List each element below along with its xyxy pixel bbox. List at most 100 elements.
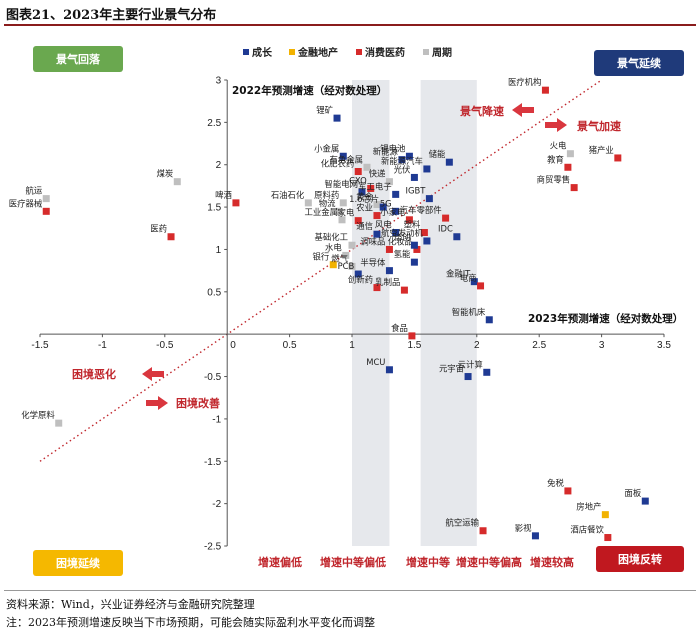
quadrant-box-top_right: [594, 50, 684, 76]
annotation-arrow: [142, 367, 164, 381]
point-marker: [423, 165, 431, 173]
point-label: MCU: [366, 357, 385, 367]
point-marker: [55, 419, 63, 427]
point-marker: [614, 154, 622, 162]
annotation-arrow: [545, 118, 567, 132]
point-label: 燃气: [331, 253, 348, 263]
point-marker: [373, 212, 381, 220]
point-label: 家电: [337, 208, 354, 218]
point-label: 智能电网: [324, 179, 358, 189]
quadrant-label: 困境反转: [618, 552, 662, 566]
legend-swatch: [289, 49, 295, 55]
quadrant-label: 景气延续: [616, 56, 661, 70]
x-tick-label: 1.5: [407, 340, 421, 351]
point-marker: [392, 190, 400, 198]
x-tick-label: 3.5: [657, 340, 671, 351]
x-tick-label: 0: [230, 340, 236, 351]
point-label: 金融IT: [446, 269, 471, 279]
x-tick-label: 2: [474, 340, 480, 351]
x-tick-label: 0.5: [283, 340, 297, 351]
y-tick-label: 0.5: [207, 287, 221, 298]
point-label: 农业: [356, 203, 373, 213]
point-marker: [425, 195, 433, 203]
y-tick-label: 1: [216, 245, 222, 256]
footnote: 注：2023年预测增速反映当下市场预期，可能会随实际盈利水平变化而调整: [6, 616, 375, 629]
point-marker: [564, 487, 572, 495]
point-marker: [398, 156, 406, 164]
point-marker: [42, 207, 50, 215]
point-label: 风电: [375, 220, 392, 230]
point-label: 新能源汽车: [381, 156, 423, 166]
legend-label: 金融地产: [297, 46, 338, 59]
point-label: 免税: [547, 478, 564, 488]
x-tick-label: -1: [98, 340, 107, 351]
x-tick-label: 3: [599, 340, 605, 351]
quadrant-label: 困境延续: [56, 556, 100, 570]
point-marker: [410, 173, 418, 181]
point-label: 氢能: [394, 249, 411, 259]
point-marker: [339, 152, 347, 160]
quadrant-box-top_left: [33, 46, 123, 72]
point-marker: [531, 532, 539, 540]
x-tick-label: -1.5: [31, 340, 49, 351]
point-marker: [385, 267, 393, 275]
shaded-band-0: [352, 80, 390, 546]
point-label: 1.6芯片: [349, 194, 379, 204]
point-label: 信创: [394, 232, 411, 242]
point-label: 火电: [550, 141, 567, 151]
x-axis-note: 2023年预测增速（经对数处理）: [528, 312, 683, 325]
point-label: 元宇宙: [439, 364, 464, 374]
annotation-label: 困境改善: [176, 396, 220, 410]
point-label: 小金属: [314, 143, 339, 153]
figure-title: 图表21、2023年主要行业景气分布: [6, 8, 217, 23]
x-tick-label: -0.5: [156, 340, 174, 351]
point-marker: [641, 497, 649, 505]
point-marker: [348, 241, 356, 249]
band-label: 增速中等偏低: [320, 555, 386, 569]
point-marker: [342, 251, 350, 259]
point-marker: [604, 534, 612, 542]
x-tick-label: 1: [349, 340, 355, 351]
point-marker: [304, 199, 312, 207]
point-marker: [373, 284, 381, 292]
legend-swatch: [423, 49, 429, 55]
annotation-label: 景气加速: [576, 119, 621, 133]
point-marker: [42, 195, 50, 203]
point-label: 塑料: [404, 220, 421, 230]
point-marker: [373, 230, 381, 238]
point-marker: [392, 229, 400, 237]
point-marker: [385, 245, 393, 253]
point-marker: [470, 278, 478, 286]
title-rule: [4, 24, 696, 26]
point-label: 汽车零部件: [400, 205, 442, 215]
point-marker: [566, 150, 574, 158]
diagonal-dotted-line: [39, 79, 602, 462]
point-marker: [464, 373, 472, 381]
point-label: 原料药: [314, 190, 339, 200]
point-marker: [339, 199, 347, 207]
point-marker: [420, 229, 428, 237]
point-marker: [479, 527, 487, 535]
point-label: 黄金: [356, 192, 373, 202]
point-marker: [405, 152, 413, 160]
point-marker: [363, 163, 371, 171]
point-marker: [338, 216, 346, 224]
legend-label: 周期: [432, 46, 452, 59]
point-marker: [336, 207, 344, 215]
point-marker: [354, 270, 362, 278]
quadrant-box-bottom_left: [33, 550, 123, 576]
point-marker: [173, 178, 181, 186]
point-marker: [400, 286, 408, 294]
legend-swatch: [356, 49, 362, 55]
point-marker: [423, 237, 431, 245]
point-label: 创新药: [348, 275, 373, 285]
point-marker: [167, 233, 175, 241]
point-marker: [410, 258, 418, 266]
annotation-label: 景气降速: [459, 104, 504, 118]
point-marker: [367, 184, 375, 192]
point-marker: [413, 245, 421, 253]
point-label: 猪产业: [589, 145, 614, 155]
point-label: 电商: [460, 273, 477, 283]
point-label: 锂矿: [316, 105, 333, 115]
